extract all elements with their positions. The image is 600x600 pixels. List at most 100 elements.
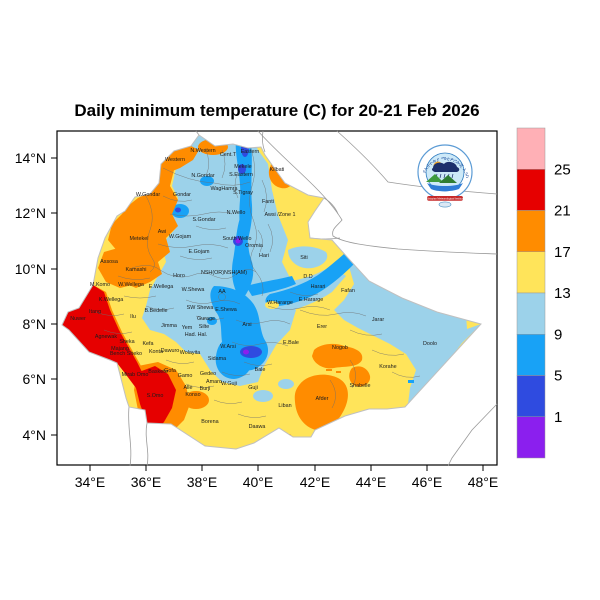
zone-label: W.Wellega — [118, 282, 144, 288]
patch-lightblue-siti — [288, 246, 328, 269]
zone-label: W.Gondar — [136, 192, 160, 198]
ethiopia-outline — [61, 134, 482, 450]
zone-label: Arsi — [242, 322, 251, 328]
zone-label: Siti — [300, 255, 308, 261]
legend-swatch-royal_blue — [516, 375, 546, 417]
logo-caption: Ethiopian Meteorological Institute — [426, 197, 465, 201]
patch-lightblue-south-1 — [253, 390, 273, 402]
zone-label: Nuwer — [70, 316, 86, 322]
y-axis-tick-label: 12°N — [15, 205, 46, 221]
zone-label: Dawuro — [161, 348, 180, 354]
zone-label: Afder — [316, 396, 329, 402]
zone-label: Horo — [173, 273, 185, 279]
zone-label: Silte — [199, 324, 210, 330]
zone-label: Kamashi — [126, 267, 147, 273]
legend-swatch-orange — [516, 210, 546, 252]
patch-orange-nogob-dash1 — [326, 369, 332, 371]
eritrea-sudan-line — [195, 130, 200, 136]
zone-label: Cent.T — [220, 152, 237, 158]
logo-water — [427, 183, 463, 192]
patch-purple-bale-dot — [243, 349, 249, 355]
logo-mountain-right — [439, 175, 457, 183]
patch-blue-nshewa-streak — [246, 276, 296, 296]
legend-value-label: 13 — [554, 285, 571, 302]
zone-label: Basketo — [148, 369, 167, 375]
zone-label: W.Shewa — [182, 287, 205, 293]
zone-label: NSH(OR)NSH(AM) — [201, 270, 247, 276]
zone-label: Awsi /Zone 1 — [264, 212, 295, 218]
zone-label: Borena — [201, 419, 218, 425]
legend-swatch-red — [516, 169, 546, 211]
zone-label: Fanti — [262, 199, 274, 205]
zone-label: Doolo — [423, 341, 437, 347]
zone-label: Had. Hal. — [185, 332, 207, 338]
y-axis-tick-label: 6°N — [23, 371, 47, 387]
zone-label: S.Omo — [147, 393, 164, 399]
patch-royal-mekele — [238, 164, 246, 174]
logo-seal — [438, 201, 452, 208]
y-axis-tick-label: 10°N — [15, 261, 46, 277]
legend-swatch-purple — [516, 416, 546, 459]
figure-title: Daily minimum temperature (C) for 20-21 … — [74, 101, 480, 120]
axis-ticks-layer: 34°E 36°E 38°E 40°E 42°E 44°E 46°E 48°E 14°N 12°N… — [15, 150, 499, 490]
y-axis-tick-label: 14°N — [15, 150, 46, 166]
zone-label: Oromia — [245, 243, 263, 249]
logo-mountain-left — [426, 174, 443, 182]
legend-swatch-light_blue — [516, 292, 546, 335]
zone-label: W.Hararge — [267, 300, 293, 306]
patch-blue-semien-spot — [200, 176, 214, 186]
x-axis-tick-label: 46°E — [412, 474, 443, 490]
zone-label: S.Eastern — [229, 172, 253, 178]
zone-label: Assosa — [100, 259, 118, 265]
zone-label: Kilbati — [270, 167, 285, 173]
zone-label: Korahe — [379, 364, 396, 370]
zone-label: D.D — [303, 274, 312, 280]
zone-label: Liban — [278, 403, 291, 409]
zone-label: Itang — [89, 309, 101, 315]
patch-red-west-strip — [62, 285, 151, 402]
x-axis-tick-label: 34°E — [75, 474, 106, 490]
patch-orange-west-tigray — [161, 146, 199, 172]
eritrea-border-line — [261, 130, 266, 153]
zone-label: Sidama — [208, 356, 226, 362]
zone-labels-layer: N.Western Cent.T Eastern Western Mekele S.Eas… — [70, 148, 437, 430]
zone-label: Sheka — [119, 339, 134, 345]
zone-label: Burji — [200, 386, 211, 392]
patch-lightblue-south-2 — [278, 379, 294, 389]
patch-orange-konso — [183, 391, 209, 409]
yemen-coastline — [336, 130, 498, 195]
legend-value-label: 25 — [554, 161, 571, 178]
zone-label: AA — [218, 289, 226, 295]
zone-label: Konso — [185, 392, 200, 398]
y-axis-tick-label: 8°N — [23, 316, 47, 332]
zone-boundaries — [95, 145, 421, 418]
zone-label: Yem — [182, 325, 193, 331]
zone-label: Amaro — [206, 379, 222, 385]
patch-yellow-whararge-dot — [265, 301, 279, 309]
legend-value-label: 21 — [554, 203, 571, 220]
patch-orange-assosa — [98, 248, 146, 288]
zone-label: E.Bale — [283, 340, 299, 346]
zone-label: E.Shewa — [215, 307, 237, 313]
zone-label: Mirab Omo — [122, 372, 149, 378]
zone-label: Konta — [149, 349, 163, 355]
zone-label: N.Western — [190, 148, 215, 154]
zone-label: Shabelle — [350, 383, 371, 389]
zone-label: Majang — [111, 346, 129, 352]
zone-label: Gondar — [173, 192, 191, 198]
zone-label: Guji — [248, 385, 258, 391]
zone-label: E.Hararge — [299, 297, 324, 303]
zone-label: Western — [165, 157, 185, 163]
zone-label: WagHamra — [210, 186, 237, 192]
patch-purple-wello-dot — [235, 238, 241, 244]
zone-label: S.Gondar — [192, 217, 215, 223]
zone-label: W.Guji — [221, 381, 237, 387]
zone-label: Gurage — [197, 316, 215, 322]
patch-orange-nogob-dash2 — [336, 371, 341, 373]
x-axis-tick-label: 48°E — [468, 474, 499, 490]
zone-label: Bale — [255, 367, 266, 373]
x-axis-tick-label: 44°E — [356, 474, 387, 490]
zone-label: N.Gondar — [191, 173, 215, 179]
patch-blue-gurage-spot — [207, 317, 217, 325]
patch-blue-doolo-dot — [408, 380, 414, 383]
